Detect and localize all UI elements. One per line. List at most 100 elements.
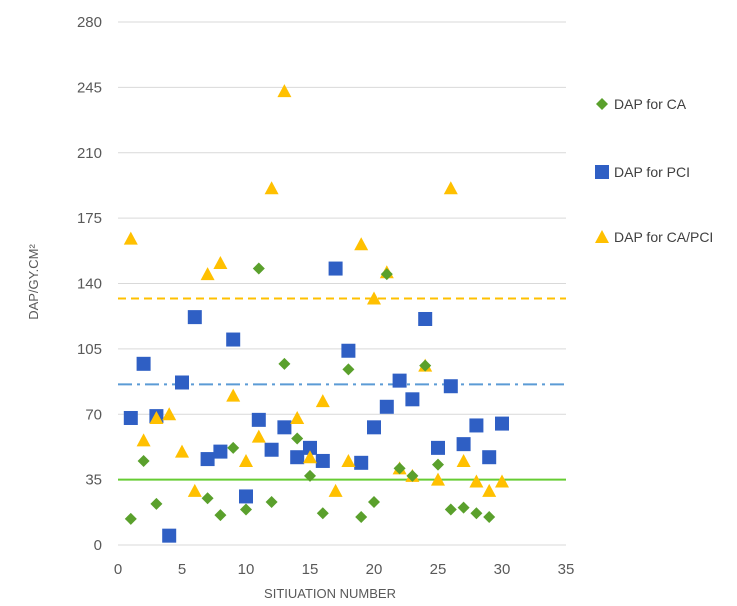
data-point-square [482, 450, 497, 465]
data-point-diamond [368, 496, 380, 509]
data-point-square [443, 379, 458, 394]
data-point-diamond [265, 496, 278, 509]
data-point-square [187, 310, 202, 325]
y-tick-label: 70 [85, 406, 102, 423]
data-point-square [264, 442, 279, 457]
data-point-square [405, 392, 420, 407]
data-point-square [379, 399, 394, 414]
data-point-triangle [149, 410, 164, 424]
x-tick-label: 0 [114, 561, 122, 578]
data-point-square [431, 440, 445, 455]
data-point-triangle [290, 410, 305, 424]
data-point-triangle [354, 237, 369, 251]
data-point-square [341, 343, 356, 358]
data-point-triangle [251, 429, 266, 443]
data-point-diamond [470, 507, 483, 520]
data-point-square [200, 452, 215, 467]
y-tick-label: 245 [77, 79, 102, 96]
data-point-diamond [214, 509, 227, 522]
legend-label: DAP for PCI [614, 164, 690, 180]
data-point-diamond [291, 432, 304, 445]
data-point-square [226, 332, 241, 347]
data-point-diamond [393, 462, 406, 475]
data-point-square [239, 489, 253, 504]
data-point-square [175, 375, 189, 390]
data-point-square [328, 261, 343, 276]
data-point-square [277, 420, 292, 435]
data-point-diamond [240, 503, 252, 516]
x-tick-label: 30 [494, 561, 511, 578]
data-point-square [315, 453, 330, 468]
legend-label: DAP for CA [614, 96, 687, 112]
data-point-diamond [342, 363, 355, 376]
data-point-triangle [315, 394, 330, 408]
x-tick-label: 35 [558, 561, 575, 578]
legend-marker [596, 98, 608, 110]
x-axis-title: SITIUATION NUMBER [264, 586, 396, 601]
data-point-square [213, 444, 228, 459]
data-point-triangle [162, 407, 177, 421]
data-point-triangle [482, 483, 497, 497]
x-tick-label: 5 [178, 561, 186, 578]
data-point-diamond [457, 501, 470, 514]
data-point-square [495, 416, 509, 431]
x-tick-label: 10 [238, 561, 255, 578]
data-point-triangle [443, 181, 458, 195]
data-point-triangle [264, 181, 279, 195]
data-point-diamond [227, 441, 240, 454]
data-point-square [367, 420, 381, 435]
data-point-diamond [355, 510, 368, 523]
y-tick-label: 210 [77, 145, 102, 162]
y-tick-label: 280 [77, 14, 102, 31]
data-point-diamond [124, 512, 137, 525]
data-point-triangle [456, 453, 471, 467]
y-tick-label: 35 [85, 472, 102, 489]
reference-lines [118, 297, 566, 481]
x-axis-ticks: 0 5 10 15 20 25 30 35 [114, 561, 575, 578]
data-point-diamond [201, 492, 214, 505]
data-point-square [354, 455, 369, 470]
data-point-square [456, 437, 471, 452]
data-point-square [469, 418, 484, 433]
data-point-diamond [406, 469, 419, 482]
data-point-diamond [483, 510, 496, 523]
data-point-diamond [150, 497, 163, 510]
x-tick-label: 25 [430, 561, 447, 578]
y-tick-label: 0 [94, 537, 102, 554]
data-point-square [418, 311, 433, 326]
data-point-triangle [431, 472, 445, 486]
data-point-square [392, 373, 407, 388]
x-tick-label: 20 [366, 561, 383, 578]
data-point-diamond [444, 503, 457, 516]
legend-marker [595, 165, 609, 179]
data-point-triangle [187, 483, 202, 497]
data-point-triangle [277, 84, 292, 98]
data-point-triangle [175, 444, 189, 458]
data-point-triangle [341, 453, 356, 467]
data-point-diamond [432, 458, 444, 471]
y-tick-label: 105 [77, 341, 102, 358]
legend: DAP for CA DAP for PCI DAP for CA/PCI [595, 96, 713, 245]
data-point-square [290, 450, 305, 465]
y-axis-title: DAP/GY.CM² [26, 244, 41, 320]
legend-label: DAP for CA/PCI [614, 229, 713, 245]
data-point-square [303, 440, 317, 455]
data-point-diamond [316, 507, 329, 520]
data-point-diamond [419, 359, 432, 372]
data-point-triangle [200, 267, 215, 281]
data-point-triangle [469, 474, 484, 488]
data-points [123, 84, 509, 543]
data-point-triangle [213, 255, 228, 269]
data-point-diamond [380, 268, 393, 281]
data-point-triangle [303, 450, 317, 464]
data-point-diamond [137, 454, 150, 467]
data-point-square [251, 412, 266, 427]
data-point-triangle [136, 433, 151, 447]
data-point-triangle [367, 291, 381, 305]
data-point-diamond [278, 357, 291, 370]
data-point-square [123, 410, 138, 425]
data-point-triangle [495, 474, 509, 488]
data-point-triangle [226, 388, 241, 402]
data-point-diamond [304, 469, 316, 482]
